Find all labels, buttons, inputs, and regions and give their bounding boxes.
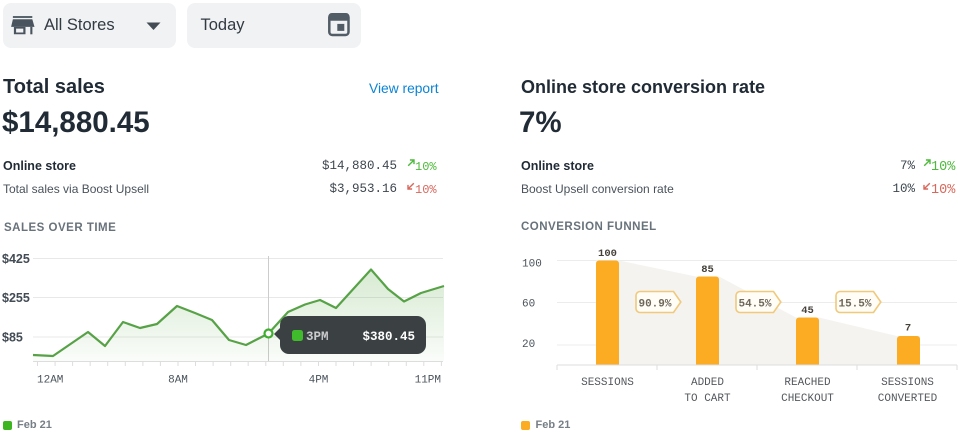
svg-text:4PM: 4PM bbox=[309, 375, 329, 387]
svg-text:REACHED: REACHED bbox=[784, 377, 831, 389]
svg-text:7: 7 bbox=[905, 323, 911, 335]
svg-text:45: 45 bbox=[801, 305, 814, 317]
svg-text:TO CART: TO CART bbox=[684, 393, 731, 405]
svg-text:$85: $85 bbox=[2, 331, 23, 345]
svg-text:8AM: 8AM bbox=[168, 375, 188, 387]
svg-text:SESSIONS: SESSIONS bbox=[881, 377, 934, 389]
svg-text:CHECKOUT: CHECKOUT bbox=[781, 393, 834, 405]
svg-text:$255: $255 bbox=[2, 291, 30, 305]
svg-text:90.9%: 90.9% bbox=[638, 299, 671, 311]
svg-text:$425: $425 bbox=[2, 252, 30, 266]
svg-text:SESSIONS: SESSIONS bbox=[581, 377, 634, 389]
svg-text:15.5%: 15.5% bbox=[838, 299, 871, 311]
svg-text:ADDED: ADDED bbox=[691, 377, 724, 389]
svg-text:12AM: 12AM bbox=[37, 375, 63, 387]
svg-text:60: 60 bbox=[522, 299, 535, 311]
svg-text:11PM: 11PM bbox=[415, 375, 441, 387]
svg-text:CONVERTED: CONVERTED bbox=[878, 393, 938, 405]
svg-text:20: 20 bbox=[522, 339, 535, 351]
svg-text:54.5%: 54.5% bbox=[738, 299, 771, 311]
svg-text:100: 100 bbox=[522, 259, 542, 271]
svg-text:85: 85 bbox=[701, 264, 714, 276]
svg-text:100: 100 bbox=[598, 248, 617, 260]
